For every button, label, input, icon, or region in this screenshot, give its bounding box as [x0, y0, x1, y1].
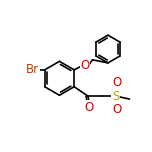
Text: O: O [85, 101, 94, 114]
Text: O: O [113, 76, 122, 89]
Text: O: O [113, 103, 122, 116]
Text: O: O [80, 59, 90, 73]
Text: S: S [112, 90, 119, 102]
Text: Br: Br [26, 63, 39, 76]
